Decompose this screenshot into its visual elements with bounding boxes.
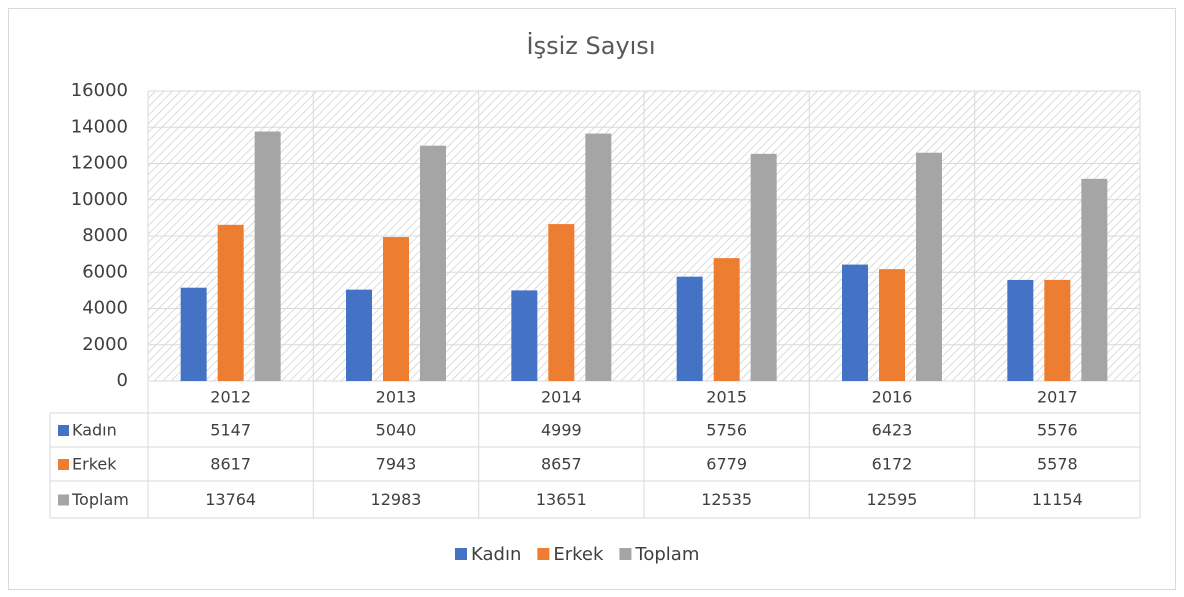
- y-tick-label: 8000: [82, 225, 128, 246]
- table-cell: 7943: [376, 455, 417, 474]
- y-tick-label: 6000: [82, 261, 128, 282]
- bar: [879, 269, 905, 381]
- table-legend-key: [58, 425, 69, 436]
- table-cell: 5756: [706, 421, 747, 440]
- table-cell: 6779: [706, 455, 747, 474]
- legend-key: [537, 548, 550, 560]
- table-cell: 5147: [210, 421, 251, 440]
- table-cell: 8617: [210, 455, 251, 474]
- bar: [585, 133, 612, 381]
- bar: [217, 224, 244, 381]
- bar: [676, 276, 703, 381]
- legend-label: Kadın: [471, 544, 521, 565]
- bar: [254, 131, 281, 381]
- table-cell: 11154: [1032, 490, 1083, 509]
- bar: [420, 145, 446, 381]
- legend-label: Toplam: [634, 544, 699, 565]
- x-tick-label: 2014: [541, 388, 582, 407]
- y-tick-label: 12000: [71, 153, 128, 174]
- bar: [511, 290, 538, 381]
- table-legend-key: [58, 459, 69, 470]
- table-cell: 12535: [701, 490, 752, 509]
- table-cell: 5040: [376, 421, 417, 440]
- table-cell: 6423: [872, 421, 913, 440]
- table-cell: 4999: [541, 421, 582, 440]
- legend-key: [455, 548, 467, 560]
- table-cell: 5578: [1037, 455, 1078, 474]
- x-tick-label: 2016: [872, 388, 913, 407]
- y-tick-label: 2000: [82, 334, 128, 355]
- bar: [548, 224, 575, 381]
- bar: [1081, 178, 1108, 381]
- y-tick-label: 10000: [71, 189, 128, 210]
- bar: [383, 237, 409, 381]
- bar: [842, 264, 868, 381]
- x-tick-label: 2015: [706, 388, 747, 407]
- bar: [750, 153, 777, 381]
- x-tick-label: 2013: [376, 388, 417, 407]
- table-cell: 13651: [536, 490, 587, 509]
- table-cell: 6172: [872, 455, 913, 474]
- legend-key: [619, 548, 632, 560]
- bar: [180, 287, 207, 381]
- table-cell: 8657: [541, 455, 582, 474]
- legend-label: Erkek: [553, 544, 604, 565]
- bar: [1007, 279, 1034, 381]
- y-tick-label: 16000: [71, 80, 128, 101]
- bar: [916, 152, 942, 381]
- table-cell: 12983: [371, 490, 422, 509]
- bar: [713, 258, 740, 381]
- bar: [346, 289, 372, 381]
- table-row-label: Erkek: [72, 455, 117, 474]
- chart-title: İşsiz Sayısı: [527, 31, 656, 60]
- y-tick-label: 0: [117, 370, 128, 391]
- y-tick-label: 4000: [82, 298, 128, 319]
- bar: [1044, 279, 1071, 381]
- table-cell: 12595: [867, 490, 918, 509]
- table-row-label: Kadın: [72, 421, 117, 440]
- table-cell: 13764: [205, 490, 256, 509]
- y-tick-label: 14000: [71, 116, 128, 137]
- table-row-label: Toplam: [71, 490, 129, 509]
- table-legend-key: [58, 494, 69, 506]
- x-tick-label: 2012: [210, 388, 251, 407]
- table-cell: 5576: [1037, 421, 1078, 440]
- x-tick-label: 2017: [1037, 388, 1078, 407]
